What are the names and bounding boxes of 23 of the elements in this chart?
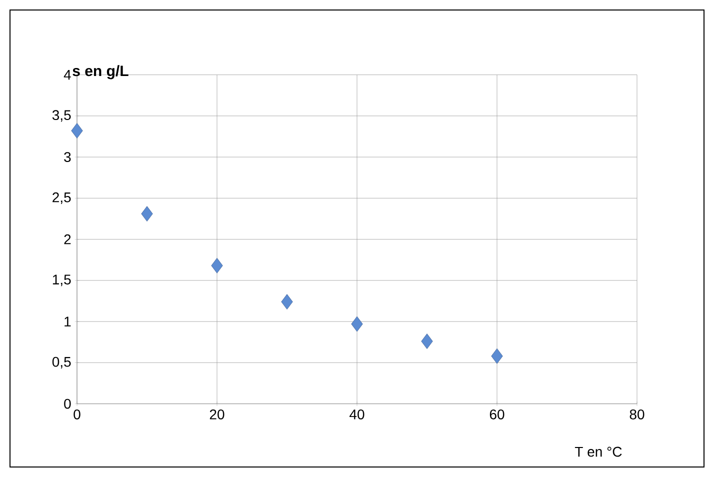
x-axis-title: T en °C xyxy=(574,446,622,457)
y-tick-label: 2,5 xyxy=(52,192,71,204)
y-tick-label: 0 xyxy=(64,398,71,409)
y-tick-label: 3,5 xyxy=(52,110,71,122)
point xyxy=(71,123,83,138)
point xyxy=(281,294,293,310)
point xyxy=(141,206,153,222)
y-tick-label: 3 xyxy=(64,152,71,162)
y-tick-label: 0,5 xyxy=(52,356,71,368)
point xyxy=(421,334,433,349)
x-tick-label: 0 xyxy=(74,409,80,420)
y-tick-label: 2 xyxy=(64,234,71,244)
point xyxy=(211,258,223,274)
y-axis-title: s en g/L xyxy=(72,65,128,80)
y-tick-label: 4 xyxy=(64,70,71,80)
point xyxy=(351,316,363,332)
x-tick-label: 20 xyxy=(210,409,224,420)
x-tick-label: 60 xyxy=(490,409,504,420)
x-tick-label: 40 xyxy=(350,409,364,420)
y-tick-label: 1,5 xyxy=(52,274,71,286)
x-tick-label: 80 xyxy=(630,409,644,420)
y-tick-label: 1 xyxy=(64,316,71,326)
point xyxy=(491,348,503,364)
